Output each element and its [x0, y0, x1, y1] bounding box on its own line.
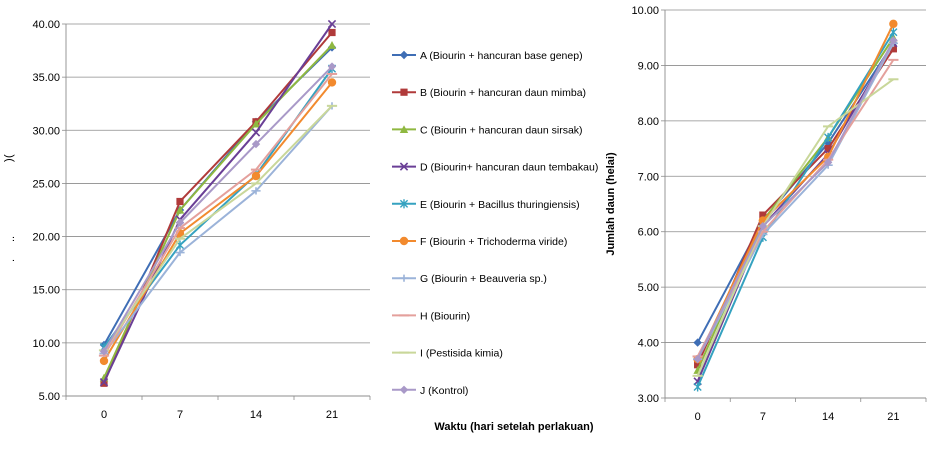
right-y-tick-label: 5.00 [638, 282, 659, 294]
legend-entry-label: C (Biourin + hancuran daun sirsak) [420, 124, 583, 136]
right-x-tick-label: 0 [695, 411, 701, 423]
right-series-9-point [823, 158, 833, 167]
left-series-2-point [251, 119, 261, 128]
right-series-5-point [889, 19, 898, 29]
left-y-tick-label: 10.00 [32, 338, 60, 350]
right-x-tick-label: 21 [887, 411, 899, 423]
left-series-3-point [327, 19, 337, 29]
right-line-chart: 3.00 4.00 5.00 6.00 7.00 8.00 9.00 10.00 0 7 14 21 J… [605, 5, 927, 423]
left-y-axis-label-fragment: .. [5, 236, 17, 242]
right-series-line-5 [696, 23, 895, 360]
left-series-line-9 [103, 65, 333, 352]
left-series-9-point [251, 139, 261, 149]
right-series-1-point [824, 144, 832, 153]
right-series-4-point [693, 382, 702, 392]
right-series-9-point [693, 355, 702, 364]
left-y-tick-label: 20.00 [32, 232, 60, 244]
right-y-tick-label: 4.00 [638, 338, 659, 350]
left-x-tick-label: 14 [250, 409, 262, 421]
left-series-1-point [176, 197, 184, 206]
left-y-axis-label-fragment: ( [3, 154, 15, 158]
left-y-axis-label-fragment: . [5, 259, 17, 262]
legend-entry-label: H (Biourin) [420, 310, 470, 322]
right-x-tick-label: 7 [760, 411, 766, 423]
legend-entry-label: J (Kontrol) [420, 385, 468, 397]
legend-swatch-marker [399, 274, 409, 282]
left-series-2-point [175, 205, 185, 214]
left-y-tick-label: 15.00 [32, 285, 60, 297]
left-y-tick-label: 40.00 [32, 19, 60, 31]
left-series-5-point [251, 171, 261, 181]
right-series-9-point [758, 221, 768, 231]
right-y-tick-label: 7.00 [638, 171, 659, 183]
legend-swatch-marker [399, 162, 409, 171]
legend-entry-label: B (Biourin + hancuran daun mimba) [420, 87, 586, 99]
right-series-line-9 [696, 40, 895, 360]
right-series-0-point [693, 338, 702, 347]
legend-entry-label: E (Biourin + Bacillus thuringiensis) [420, 199, 580, 211]
left-line-chart: 5.00 10.00 15.00 20.00 25.00 30.00 35.00 40.00 0… [3, 19, 371, 421]
left-series-6-point [175, 248, 185, 257]
left-x-tick-label: 21 [326, 409, 338, 421]
legend-swatch-marker [399, 199, 409, 209]
right-series-line-6 [696, 42, 895, 360]
left-series-1-point [328, 28, 336, 37]
left-y-tick-label: 25.00 [32, 178, 60, 190]
left-series-5-point [327, 78, 337, 87]
legend: A (Biourin + hancuran base genep) B (Biou… [392, 50, 598, 397]
legend-swatch-marker [399, 236, 409, 246]
left-y-tick-label: 35.00 [32, 72, 60, 84]
right-series-1-point [694, 361, 702, 369]
right-y-tick-label: 10.00 [631, 5, 659, 17]
legend-entry-label: D (Biourin+ hancuran daun tembakau) [420, 162, 598, 174]
left-y-tick-label: 30.00 [32, 125, 60, 137]
left-series-5-point [99, 356, 109, 366]
right-y-tick-label: 6.00 [638, 227, 659, 239]
legend-swatch-marker [399, 50, 409, 60]
left-series-9-point [327, 62, 337, 71]
left-series-3-point [99, 378, 109, 387]
legend-entry-label: A (Biourin + hancuran base genep) [420, 50, 583, 62]
legend-entry-label: I (Pestisida kimia) [420, 348, 503, 360]
right-series-4-point [824, 132, 833, 143]
right-y-tick-label: 9.00 [638, 60, 659, 72]
left-x-tick-label: 7 [177, 409, 183, 421]
right-series-9-point [889, 36, 898, 45]
right-y-tick-label: 8.00 [638, 116, 659, 128]
right-y-axis-label: Jumlah daun (helai) [605, 152, 617, 256]
left-series-line-6 [103, 105, 333, 355]
legend-entry-label: F (Biourin + Trichoderma viride) [420, 236, 567, 248]
left-series-6-point [251, 187, 261, 195]
left-series-line-3 [103, 23, 333, 383]
x-axis-label: Waktu (hari setelah perlakuan) [434, 421, 593, 433]
left-y-axis-label-fragment: ) [3, 158, 15, 162]
left-series-2-point [327, 41, 337, 49]
legend-swatch-marker [400, 88, 408, 96]
right-series-1-point [889, 45, 897, 53]
left-x-tick-label: 0 [101, 409, 107, 421]
legend-entry-label: G (Biourin + Beauveria sp.) [420, 273, 547, 285]
left-series-9-point [99, 347, 109, 356]
legend-swatch-marker [399, 125, 409, 133]
left-y-tick-label: 5.00 [39, 391, 60, 403]
left-series-line-7 [103, 73, 333, 357]
right-x-tick-label: 14 [822, 411, 834, 423]
left-series-line-5 [103, 81, 333, 362]
left-series-3-point [251, 128, 261, 137]
legend-swatch-marker [399, 385, 409, 394]
left-series-9-point [175, 218, 185, 227]
right-y-tick-label: 3.00 [638, 393, 659, 405]
right-series-1-point [759, 211, 767, 219]
left-series-line-8 [103, 105, 333, 351]
